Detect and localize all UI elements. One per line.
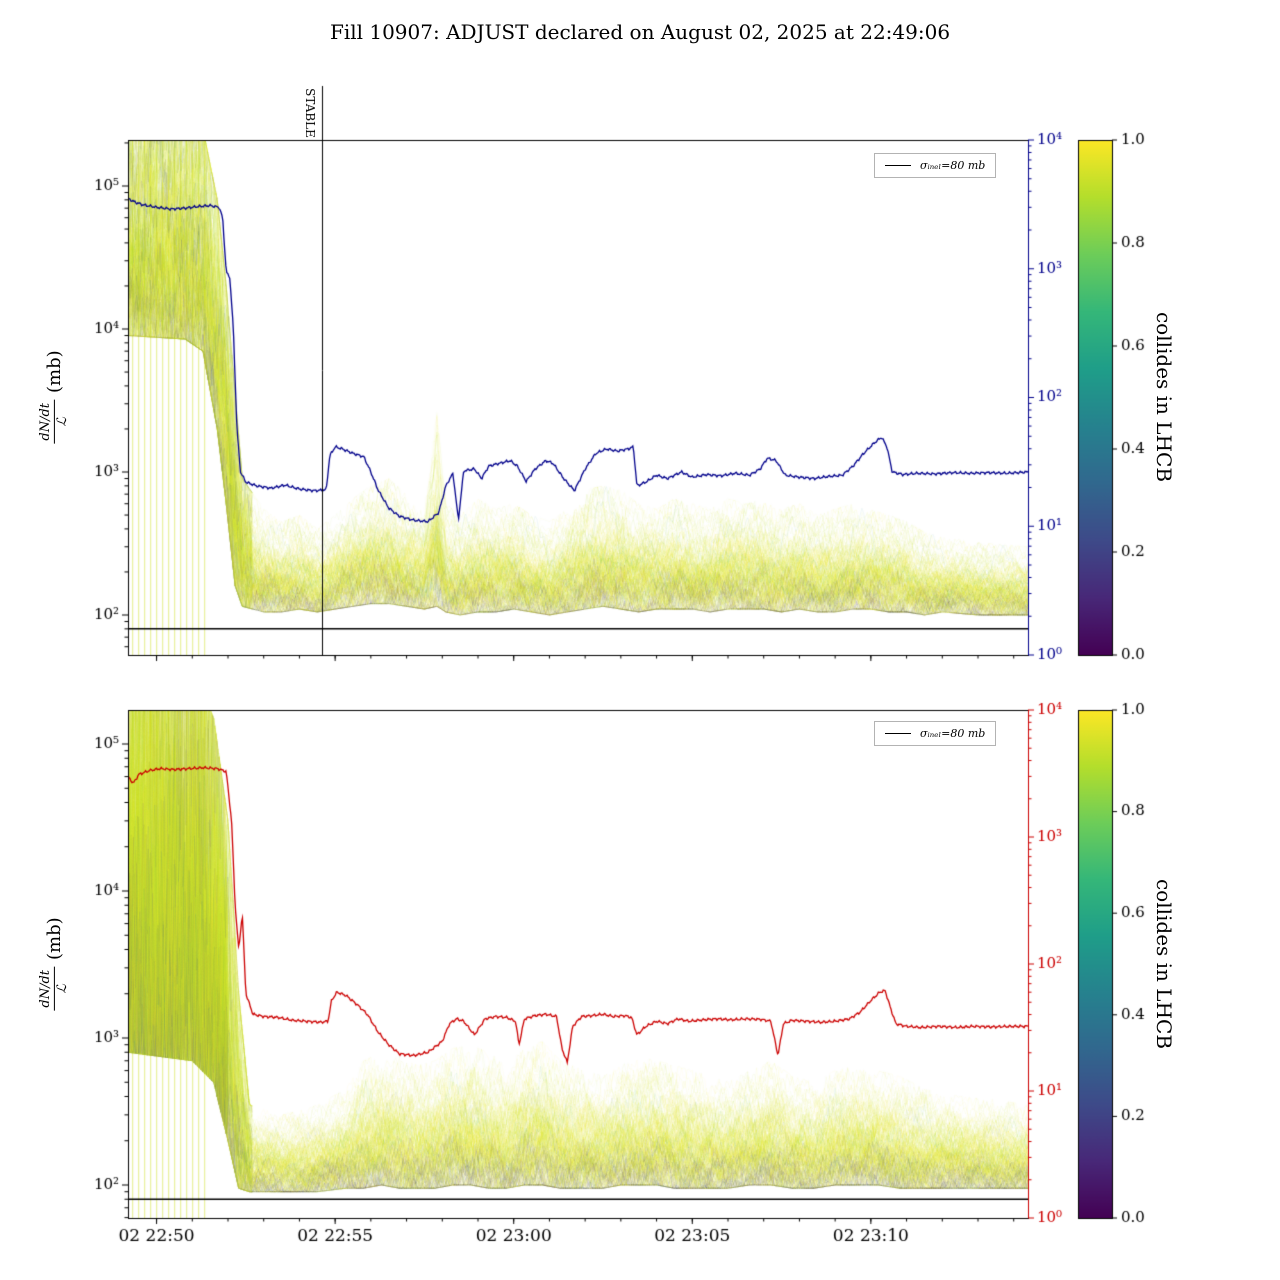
figure: Fill 10907: ADJUST declared on August 02… — [0, 0, 1280, 1280]
plot-canvas — [0, 0, 1280, 1280]
